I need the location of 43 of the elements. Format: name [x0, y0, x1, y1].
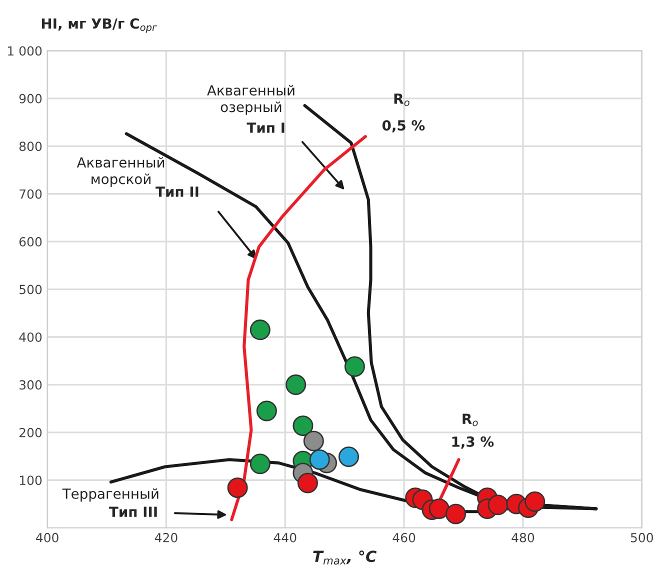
point	[286, 374, 306, 395]
y-tick-label: 200	[20, 428, 42, 438]
y-tick-label: 400	[19, 332, 42, 342]
annotation: Террагенный	[62, 488, 158, 502]
y-tick-label: 100	[20, 476, 42, 486]
annotation: R$_{o}$	[462, 414, 478, 426]
annotation: Аквагенный озерный	[207, 84, 294, 115]
point	[344, 356, 365, 377]
x-tick-label: 500	[630, 532, 653, 542]
point	[524, 491, 546, 512]
x-tick-label: 400	[36, 532, 58, 542]
point	[250, 320, 270, 340]
annotation: Тип II	[156, 186, 198, 197]
point	[303, 430, 324, 452]
annotation: Аквагенный морской	[76, 156, 164, 187]
point	[227, 477, 248, 498]
y-tick-label: 800	[19, 142, 42, 152]
annotation: 0,5 %	[382, 120, 425, 132]
x-tick-label: 420	[154, 532, 178, 542]
x-axis-title: T$_{max}$, °C	[313, 550, 377, 565]
point	[309, 449, 330, 470]
point	[256, 400, 277, 422]
x-tick-label: 440	[274, 532, 296, 542]
annotation: R$_{o}$	[394, 94, 410, 106]
x-tick-label: 480	[512, 532, 534, 542]
annotation: Тип III	[109, 506, 157, 517]
point	[338, 446, 360, 467]
annotation: 1,3 %	[452, 436, 494, 449]
y-tick-label: 900	[19, 94, 42, 104]
point	[488, 494, 508, 516]
point	[250, 454, 270, 474]
y-tick-label: 600	[19, 237, 42, 246]
point	[297, 472, 318, 494]
x-tick-label: 460	[392, 532, 416, 542]
point	[428, 498, 450, 520]
y-tick-label: 1 000	[8, 46, 42, 56]
point	[446, 504, 466, 524]
point	[292, 415, 314, 436]
y-tick-label: 300	[20, 380, 42, 390]
y-axis-title: HI, мг УВ/г C$_{орг}$	[42, 18, 158, 33]
y-tick-label: 700	[20, 189, 42, 199]
y-tick-label: 500	[20, 284, 42, 294]
annotation: Тип I	[246, 122, 284, 133]
